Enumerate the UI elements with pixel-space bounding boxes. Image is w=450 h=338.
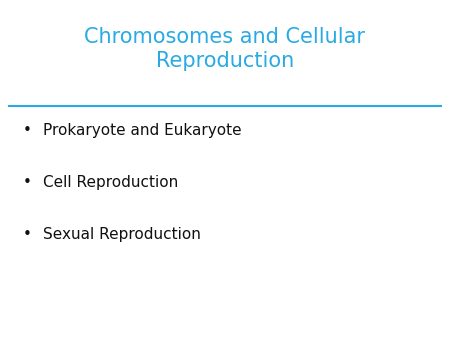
Text: Chromosomes and Cellular
Reproduction: Chromosomes and Cellular Reproduction [85,27,365,71]
Text: •: • [22,123,32,138]
Text: Sexual Reproduction: Sexual Reproduction [43,227,201,242]
Text: •: • [22,227,32,242]
Text: Prokaryote and Eukaryote: Prokaryote and Eukaryote [43,123,241,138]
Text: •: • [22,175,32,190]
Text: Cell Reproduction: Cell Reproduction [43,175,178,190]
